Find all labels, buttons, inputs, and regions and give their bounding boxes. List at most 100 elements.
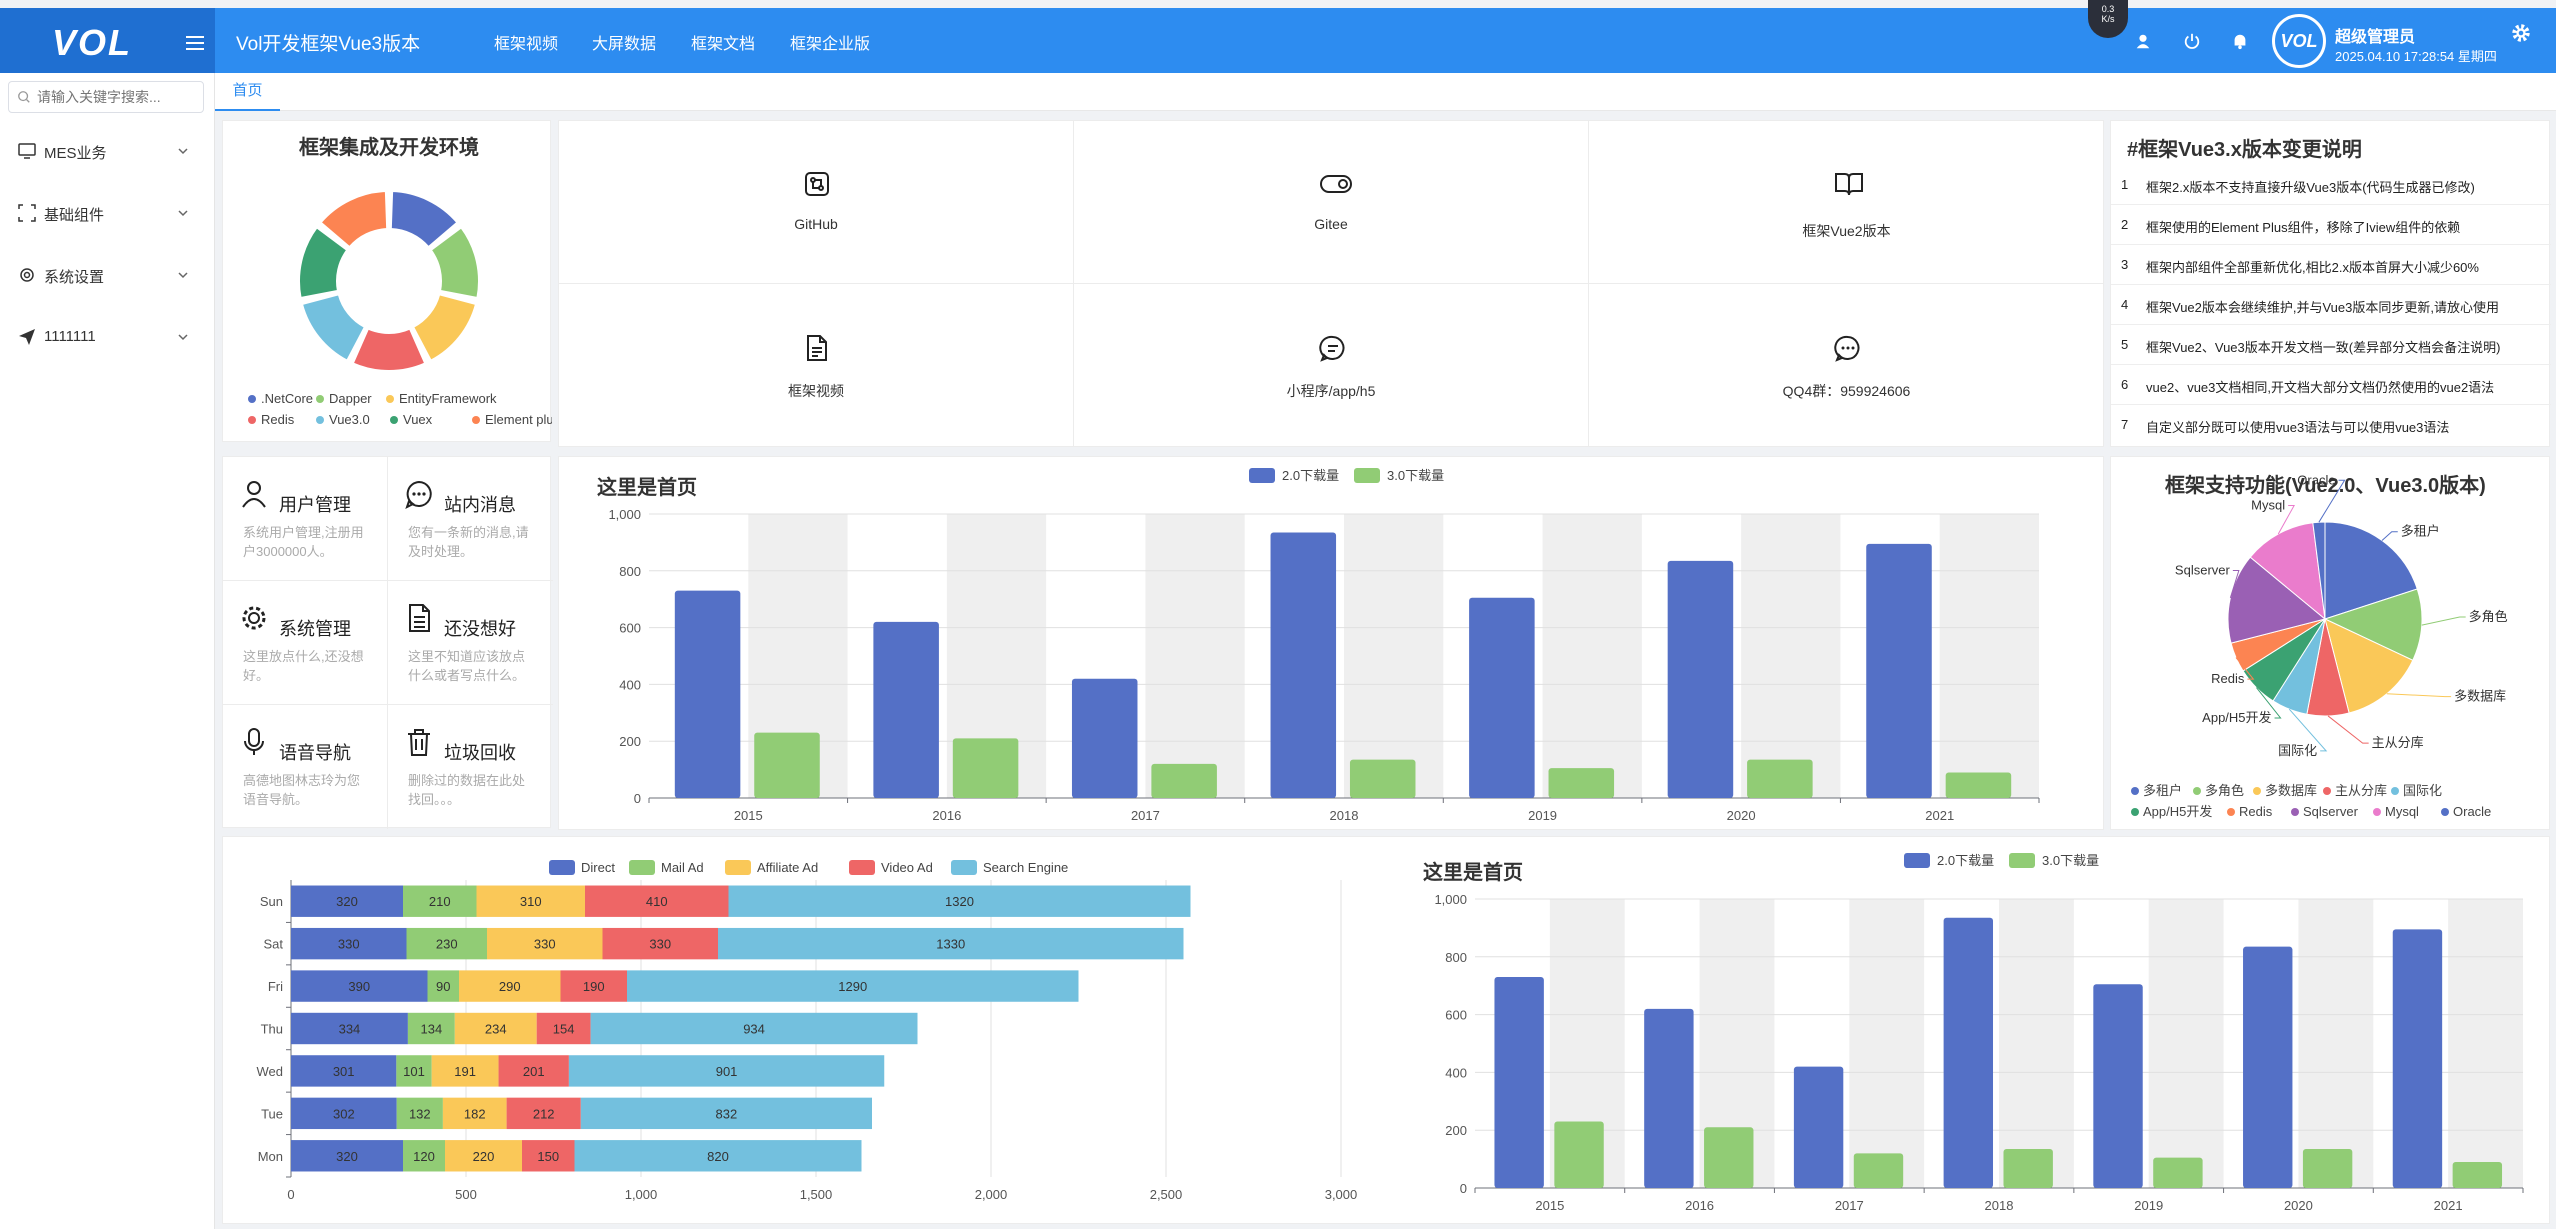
x-tick-label: 2018	[1985, 1198, 2014, 1213]
stacked-bar-segment	[728, 885, 1191, 917]
legend-marker	[849, 860, 875, 875]
legend-label: Vue3.0	[329, 412, 370, 427]
quick-title: 站内消息	[444, 495, 516, 515]
link-label: GitHub	[794, 216, 838, 232]
bar-chart-card-top: 这里是首页 0 200 400 600 800 1,000 2015 2016 2017 2018 2…	[558, 456, 2104, 830]
avatar[interactable]: VOL	[2272, 14, 2326, 68]
data-label: 132	[409, 1106, 431, 1121]
change-text: 框架2.x版本不支持直接升级Vue3版本(代码生成器已修改)	[2146, 180, 2475, 195]
x-tick-label: 2021	[2434, 1198, 2463, 1213]
bar-v2	[1644, 1008, 1694, 1188]
data-label: 1290	[838, 979, 867, 994]
bell-icon[interactable]	[2231, 32, 2249, 50]
nav-link-docs[interactable]: 框架文档	[691, 36, 756, 53]
nav-link-bigscreen[interactable]: 大屏数据	[592, 36, 657, 53]
x-tick-label: 2019	[2134, 1198, 2163, 1213]
x-tick-label: 2020	[1727, 808, 1756, 823]
link-vue2[interactable]: 框架Vue2版本	[1589, 121, 2104, 284]
quick-voice-navigation[interactable]: 语音导航 高德地图林志玲为您语音导航。	[223, 705, 388, 829]
legend-label: 2.0下载量	[1937, 853, 1994, 868]
user-name[interactable]: 超级管理员	[2335, 29, 2416, 46]
power-icon[interactable]	[2183, 32, 2201, 50]
legend-marker	[2323, 787, 2331, 795]
legend-label: Vuex	[403, 412, 433, 427]
data-label: 182	[464, 1106, 486, 1121]
chevron-down-icon	[178, 148, 188, 155]
legend-label: Oracle	[2453, 804, 2491, 819]
quick-desc: 高德地图林志玲为您语音导航。	[243, 773, 361, 807]
pie-label: 国际化	[2278, 743, 2317, 758]
search-input[interactable]	[37, 87, 197, 107]
link-qq[interactable]: QQ4群：959924606	[1589, 284, 2104, 447]
data-label: 820	[707, 1149, 729, 1164]
data-label: 120	[413, 1149, 435, 1164]
quick-undecided[interactable]: 还没想好 这里不知道应该放点什么或者写点什么。	[388, 581, 553, 705]
category-shade	[1344, 514, 1444, 798]
bar-v3	[1853, 1153, 1904, 1188]
pie-label: Sqlserver	[2175, 563, 2231, 578]
bar-v3	[952, 738, 1019, 798]
donut-slice	[412, 293, 477, 362]
data-label: 290	[499, 979, 521, 994]
net-speed-value: 0.3	[2101, 4, 2115, 14]
quick-messages[interactable]: 站内消息 您有一条新的消息,请及时处理。	[388, 457, 553, 581]
stacked-bar-segment	[291, 970, 428, 1002]
support-pie-card: 框架支持功能(Vue2.0、Vue3.0版本) 多租户 多角色 多数据库 主从分库 国际…	[2110, 456, 2550, 830]
quick-recycle-bin[interactable]: 垃圾回收 删除过的数据在此处找回。。。	[388, 705, 553, 829]
bar-v2	[2392, 929, 2443, 1188]
y-tick-label: Tue	[261, 1106, 283, 1121]
user-icon[interactable]	[2134, 32, 2152, 50]
data-label: 230	[436, 937, 458, 952]
link-label: QQ4群：959924606	[1782, 383, 1911, 399]
link-miniapp[interactable]: 小程序/app/h5	[1074, 284, 1589, 447]
x-tick-label: 0	[287, 1187, 294, 1202]
pie-label: Mysql	[2251, 498, 2285, 513]
category-shade	[1849, 899, 1925, 1188]
link-video[interactable]: 框架视频	[559, 284, 1074, 447]
gear-icon[interactable]	[2510, 22, 2532, 44]
pie-slice	[2227, 556, 2327, 644]
nav-link-video[interactable]: 框架视频	[494, 36, 559, 53]
quick-user-management[interactable]: 用户管理 系统用户管理,注册用户3000000人。	[223, 457, 388, 581]
menu-toggle-icon[interactable]	[186, 36, 204, 50]
legend-marker	[2373, 808, 2381, 816]
data-label: 410	[646, 894, 668, 909]
bar-v2	[674, 590, 741, 798]
sidebar-item-label: 基础组件	[44, 207, 105, 224]
legend-marker	[316, 395, 324, 403]
category-shade	[2448, 899, 2523, 1188]
stacked-bar-segment	[396, 1097, 443, 1130]
gear-icon	[20, 268, 34, 282]
quick-system-management[interactable]: 系统管理 这里放点什么,还没想好。	[223, 581, 388, 705]
sidebar-item-settings[interactable]: 系统设置	[0, 247, 215, 303]
legend-label: 多数据库	[2265, 783, 2317, 798]
stacked-bar-segment	[506, 1097, 581, 1130]
links-card: GitHub Gitee 框架Vue2版本 框架视频 小程序/app/h5 QQ…	[558, 120, 2104, 447]
change-text: 框架Vue2版本会继续维护,并与Vue3版本同步更新,请放心使用	[2146, 300, 2499, 315]
logo-area: VOL	[0, 8, 215, 73]
sidebar-item-mes[interactable]: MES业务	[0, 123, 215, 179]
sidebar-item-1111111[interactable]: 1111111	[0, 309, 215, 365]
legend-label: Sqlserver	[2303, 804, 2359, 819]
data-label: 301	[333, 1064, 355, 1079]
x-tick-label: 2,000	[975, 1187, 1008, 1202]
list-item: 5 框架Vue2、Vue3版本开发文档一致(差异部分文档会备注说明)	[2111, 325, 2551, 365]
stacked-bar-segment	[396, 1055, 432, 1087]
category-shade	[1741, 514, 1841, 798]
link-github[interactable]: GitHub	[559, 121, 1074, 284]
nav-link-enterprise[interactable]: 框架企业版	[790, 36, 871, 53]
top-header: VOL Vol开发框架Vue3版本 框架视频 大屏数据 框架文档 框架企业版 0…	[0, 0, 2556, 73]
bar-chart-top: 这里是首页 0 200 400 600 800 1,000 2015 2016 2017 2018 2…	[597, 468, 2040, 823]
sidebar-item-components[interactable]: 基础组件	[0, 185, 215, 241]
user-icon	[242, 481, 266, 508]
data-label: 212	[533, 1106, 555, 1121]
change-num: 2	[2121, 217, 2129, 232]
tab-home[interactable]: 首页	[215, 73, 280, 111]
stacked-bar-segment	[291, 885, 403, 917]
stacked-bar-segment	[459, 970, 561, 1002]
search-box[interactable]	[8, 81, 204, 113]
link-gitee[interactable]: Gitee	[1074, 121, 1589, 284]
link-label: 框架Vue2版本	[1802, 223, 1891, 239]
bar-v3	[1945, 772, 2012, 798]
stacked-bar-segment	[498, 1055, 569, 1087]
